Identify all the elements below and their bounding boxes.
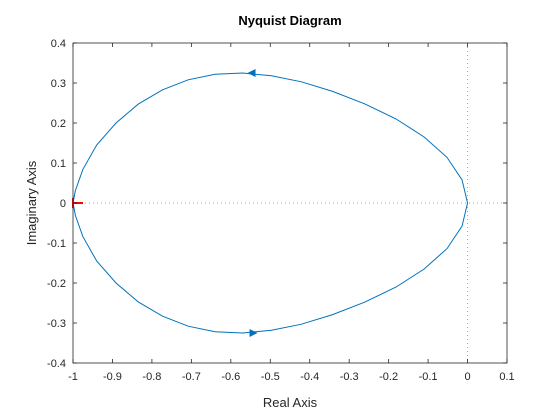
- x-tick-label: -0.8: [142, 371, 161, 383]
- x-tick-label: -0.3: [340, 371, 359, 383]
- y-tick-label: -0.4: [47, 358, 66, 370]
- x-tick-label: -0.7: [182, 371, 201, 383]
- x-tick-label: -0.9: [103, 371, 122, 383]
- y-tick-label: 0.3: [51, 78, 66, 90]
- x-tick-label: -0.5: [261, 371, 280, 383]
- y-tick-label: 0.1: [51, 158, 66, 170]
- y-tick-label: 0.4: [51, 38, 66, 50]
- y-tick-label: 0.2: [51, 118, 66, 130]
- x-tick-label: 0: [464, 371, 470, 383]
- y-tick-label: -0.2: [47, 278, 66, 290]
- x-axis-label: Real Axis: [263, 395, 318, 410]
- x-tick-label: -0.2: [379, 371, 398, 383]
- y-tick-label: -0.1: [47, 238, 66, 250]
- x-tick-label: -0.4: [300, 371, 319, 383]
- chart-title: Nyquist Diagram: [238, 13, 341, 28]
- y-tick-label: 0: [60, 198, 66, 210]
- y-tick-label: -0.3: [47, 318, 66, 330]
- x-tick-label: -0.6: [221, 371, 240, 383]
- x-tick-label: -1: [68, 371, 78, 383]
- direction-arrow-0: [247, 69, 256, 77]
- x-tick-label: -0.1: [419, 371, 438, 383]
- x-tick-label: 0.1: [499, 371, 514, 383]
- direction-arrow-1: [249, 329, 258, 337]
- y-axis-label: Imaginary Axis: [24, 160, 39, 245]
- plot-area: -1 -0.9 -0.8 -0.7 -0.6 -0.5 -0.4 -0.3 -0.2 -0.1 0 0…: [47, 38, 515, 383]
